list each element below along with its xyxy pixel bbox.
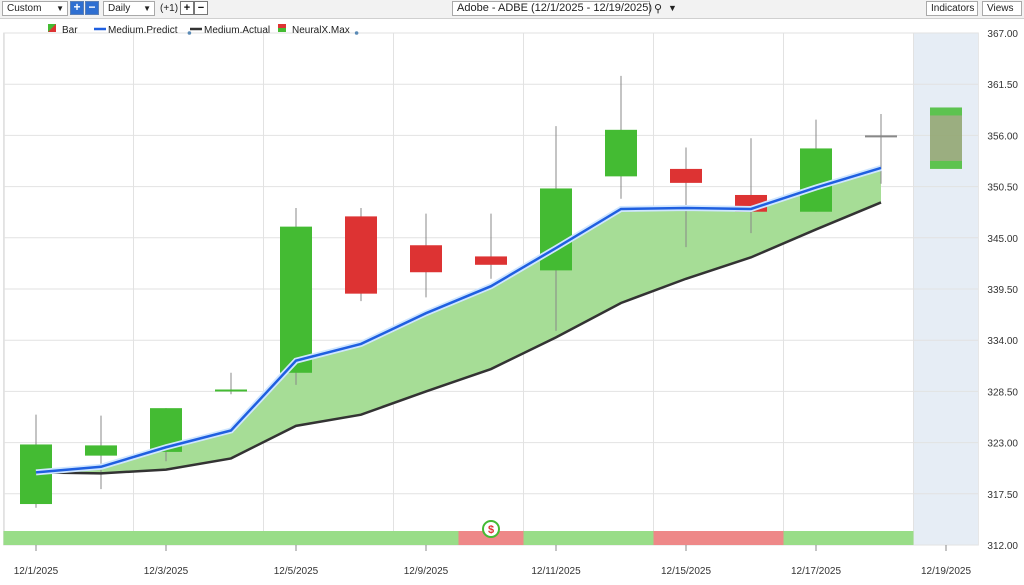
legend-info-dot	[187, 31, 192, 35]
y-tick-label: 339.50	[987, 285, 1018, 296]
minus-icon: −	[88, 0, 96, 14]
x-tick-label: 12/11/2025	[531, 566, 581, 577]
legend-bar-icon-red	[48, 24, 56, 32]
medium-actual-line	[35, 201, 882, 475]
plus-icon: +	[183, 2, 191, 14]
signal-band-segment	[263, 531, 329, 545]
signal-band-segment	[718, 531, 784, 545]
symbol-select[interactable]: Adobe - ADBE (12/1/2025 - 12/19/2025)	[452, 1, 653, 16]
candle-body	[800, 148, 832, 212]
views-button[interactable]: Views	[982, 1, 1022, 16]
symbol-select-value: Adobe - ADBE (12/1/2025 - 12/19/2025)	[457, 2, 653, 14]
offset-minus-button[interactable]: −	[194, 1, 208, 15]
legend-entry: NeuralX.Max	[292, 25, 350, 36]
signal-band-segment	[393, 531, 459, 545]
predict-actual-fill	[36, 167, 881, 474]
legend-entry: Medium.Predict	[108, 25, 178, 36]
signal-band-segment	[653, 531, 719, 545]
candle-body	[280, 226, 312, 373]
zoom-in-button[interactable]: +	[70, 1, 84, 15]
signal-band-segment	[198, 531, 264, 545]
x-tick-label: 12/9/2025	[404, 566, 449, 577]
candle-body	[670, 168, 702, 183]
chevron-down-icon: ▼	[143, 4, 151, 13]
indicators-button[interactable]: Indicators	[926, 1, 978, 16]
signal-band-segment	[848, 531, 914, 545]
chart-area: 367.00 361.50 356.00 350.50 345.00 339.50 334.…	[0, 19, 1024, 580]
period-select[interactable]: Custom ▼	[2, 1, 68, 16]
legend-info-dot	[354, 31, 359, 35]
y-tick-label: 334.00	[987, 336, 1018, 347]
signal-band-segment	[523, 531, 589, 545]
signal-band-segment	[588, 531, 654, 545]
x-tick-label: 12/19/2025	[921, 566, 971, 577]
legend-flag-icon-green	[278, 28, 286, 32]
offset-label: (+1)	[160, 3, 179, 14]
interval-select[interactable]: Daily ▼	[103, 1, 155, 16]
dollar-signal-glyph: $	[488, 524, 494, 536]
interval-select-value: Daily	[108, 3, 131, 14]
x-tick-label: 12/15/2025	[661, 566, 711, 577]
legend-entry: Medium.Actual	[204, 25, 270, 36]
x-tick-label: 12/17/2025	[791, 566, 841, 577]
zoom-out-button[interactable]: −	[85, 1, 99, 15]
plus-icon: +	[73, 0, 81, 14]
medium-predict-line	[35, 166, 882, 474]
candlestick-chart: 367.00 361.50 356.00 350.50 345.00 339.50 334.…	[3, 24, 1018, 577]
y-tick-label: 356.00	[987, 131, 1018, 142]
minus-icon: −	[197, 2, 205, 14]
y-tick-label: 361.50	[987, 80, 1018, 91]
views-label: Views	[987, 3, 1014, 14]
neuralx-max-core	[930, 115, 962, 161]
y-tick-label: 367.00	[987, 29, 1018, 40]
legend-entry: Bar	[62, 25, 78, 36]
search-icon[interactable]: ⚲	[654, 3, 663, 15]
y-tick-label: 345.00	[987, 234, 1018, 245]
candle-body	[345, 216, 377, 294]
y-tick-label: 312.00	[987, 541, 1018, 552]
x-tick-label: 12/5/2025	[274, 566, 319, 577]
offset-plus-button[interactable]: +	[180, 1, 194, 15]
signal-band-segment	[783, 531, 849, 545]
period-select-value: Custom	[7, 3, 42, 14]
x-tick-label: 12/1/2025	[14, 566, 59, 577]
signal-band-segment	[133, 531, 199, 545]
indicators-label: Indicators	[931, 3, 975, 14]
candle-body	[85, 445, 117, 456]
signal-band-segment	[68, 531, 134, 545]
y-tick-label: 323.00	[987, 439, 1018, 450]
y-tick-label: 350.50	[987, 183, 1018, 194]
toolbar: Custom ▼ + − Daily ▼ (+1) + − Adobe - AD…	[0, 0, 1024, 19]
candle-body	[605, 129, 637, 177]
y-tick-label: 328.50	[987, 387, 1018, 398]
signal-band-segment	[328, 531, 394, 545]
signal-band-segment	[3, 531, 69, 545]
chevron-down-icon: ▼	[56, 4, 64, 13]
chevron-down-icon[interactable]: ▼	[668, 3, 677, 13]
legend-flag-icon	[278, 24, 286, 28]
candle-body	[475, 256, 507, 265]
dollar-signal-icon	[482, 520, 500, 538]
y-tick-label: 317.50	[987, 490, 1018, 501]
x-tick-label: 12/3/2025	[144, 566, 189, 577]
candle-body	[410, 245, 442, 273]
